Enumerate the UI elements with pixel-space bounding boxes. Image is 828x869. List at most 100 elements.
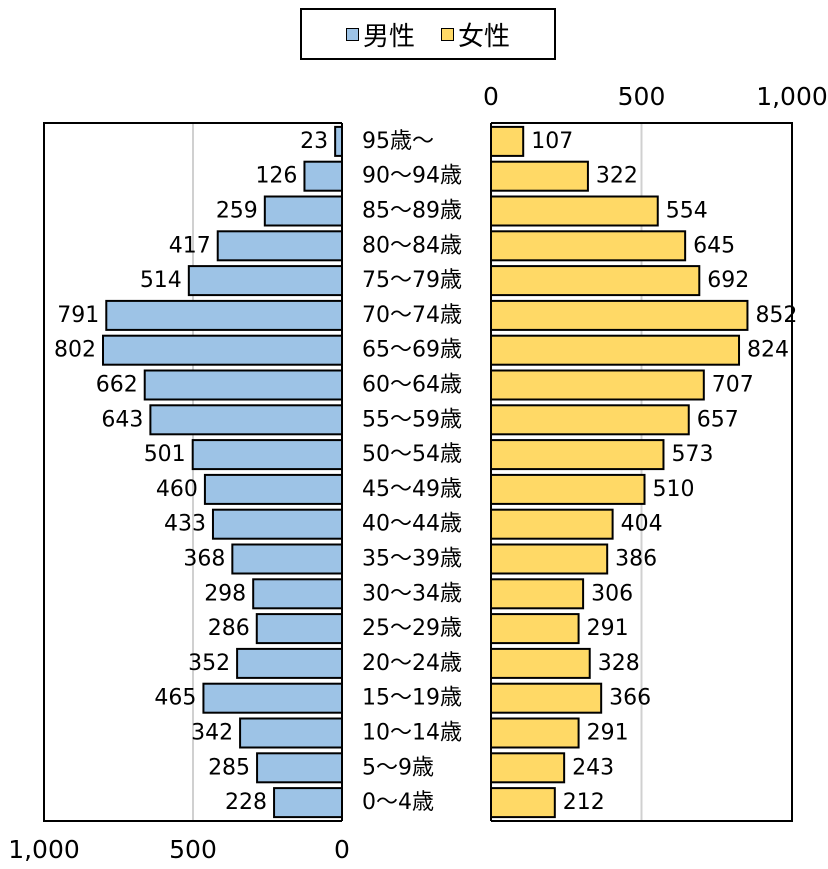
data-label-female: 322 <box>596 164 638 189</box>
category-label: 30～34歳 <box>362 581 462 606</box>
category-label: 90～94歳 <box>362 164 462 189</box>
data-label-female: 291 <box>587 616 629 641</box>
data-label-male: 501 <box>144 442 186 467</box>
data-label-male: 368 <box>183 547 225 572</box>
data-label-female: 852 <box>755 303 797 328</box>
data-label-female: 510 <box>653 477 695 502</box>
category-label: 5～9歳 <box>362 755 434 780</box>
bar-male <box>149 404 343 436</box>
tick-label-female: 0 <box>483 82 499 111</box>
bar-male <box>105 299 343 331</box>
bar-male <box>187 265 343 297</box>
bar-female <box>490 125 525 157</box>
tick-label-female: 1,000 <box>756 82 828 111</box>
data-label-male: 286 <box>208 616 250 641</box>
bar-male <box>255 613 343 645</box>
category-label: 95歳～ <box>362 129 434 154</box>
bar-female <box>490 752 566 784</box>
bar-female <box>490 647 591 679</box>
tick-label-male: 500 <box>169 835 217 864</box>
data-label-male: 417 <box>169 233 211 258</box>
bar-female <box>490 578 585 610</box>
bar-female <box>490 508 614 540</box>
category-label: 10～14歳 <box>362 721 462 746</box>
data-label-female: 212 <box>563 790 605 815</box>
data-label-male: 259 <box>216 199 258 224</box>
bar-male <box>231 543 343 575</box>
legend: 男性 女性 <box>300 8 556 60</box>
data-label-female: 573 <box>671 442 713 467</box>
bar-male <box>334 125 343 157</box>
bar-male <box>303 160 343 192</box>
data-label-male: 460 <box>156 477 198 502</box>
plot-frame-female <box>491 122 793 822</box>
bar-male <box>143 369 343 401</box>
plot-frame-male <box>43 122 342 822</box>
bar-male <box>263 195 343 227</box>
category-label: 85～89歳 <box>362 199 462 224</box>
bar-male <box>202 682 343 714</box>
legend-label-female: 女性 <box>458 21 511 52</box>
data-label-male: 802 <box>54 338 96 363</box>
bar-male <box>239 717 343 749</box>
bar-female <box>490 195 659 227</box>
bar-female <box>490 473 646 505</box>
category-label: 80～84歳 <box>362 233 462 258</box>
category-label: 40～44歳 <box>362 512 462 537</box>
category-label: 50～54歳 <box>362 442 462 467</box>
bar-female <box>490 439 665 471</box>
category-label: 35～39歳 <box>362 547 462 572</box>
category-label: 20～24歳 <box>362 651 462 676</box>
legend-item-male: 男性 <box>345 16 415 53</box>
bar-female <box>490 160 589 192</box>
data-label-female: 243 <box>572 755 614 780</box>
data-label-female: 404 <box>621 512 663 537</box>
data-label-female: 824 <box>747 338 789 363</box>
data-label-male: 465 <box>154 686 196 711</box>
data-label-male: 643 <box>101 407 143 432</box>
data-label-male: 352 <box>188 651 230 676</box>
bar-female <box>490 299 749 331</box>
bar-female <box>490 334 741 366</box>
bar-female <box>490 787 556 819</box>
category-label: 70～74歳 <box>362 303 462 328</box>
bar-male <box>256 752 344 784</box>
bar-male <box>211 508 343 540</box>
category-label: 15～19歳 <box>362 686 462 711</box>
bar-male <box>252 578 343 610</box>
data-label-male: 23 <box>300 129 328 154</box>
bar-female <box>490 230 687 262</box>
bar-male <box>203 473 343 505</box>
data-label-female: 306 <box>591 581 633 606</box>
data-label-female: 657 <box>697 407 739 432</box>
data-label-female: 554 <box>666 199 708 224</box>
data-label-male: 342 <box>191 721 233 746</box>
bar-male <box>236 647 344 679</box>
bar-male <box>273 787 343 819</box>
bar-female <box>490 265 701 297</box>
legend-item-female: 女性 <box>441 16 510 53</box>
data-label-male: 662 <box>96 373 138 398</box>
bar-female <box>490 369 705 401</box>
data-label-male: 298 <box>204 581 246 606</box>
legend-label-male: 男性 <box>362 21 415 52</box>
legend-swatch-female <box>441 27 454 41</box>
data-label-male: 514 <box>140 268 182 293</box>
category-label: 0～4歳 <box>362 790 434 815</box>
tick-label-male: 0 <box>334 835 350 864</box>
legend-swatch-male <box>345 27 359 41</box>
data-label-female: 645 <box>693 233 735 258</box>
tick-label-male: 1,000 <box>8 835 80 864</box>
bar-female <box>490 404 690 436</box>
data-label-female: 692 <box>707 268 749 293</box>
data-label-female: 366 <box>609 686 651 711</box>
data-label-female: 107 <box>531 129 573 154</box>
data-label-male: 228 <box>225 790 267 815</box>
bar-female <box>490 682 603 714</box>
category-label: 25～29歳 <box>362 616 462 641</box>
bar-female <box>490 717 580 749</box>
data-label-male: 433 <box>164 512 206 537</box>
bar-female <box>490 613 580 645</box>
category-label: 60～64歳 <box>362 373 462 398</box>
